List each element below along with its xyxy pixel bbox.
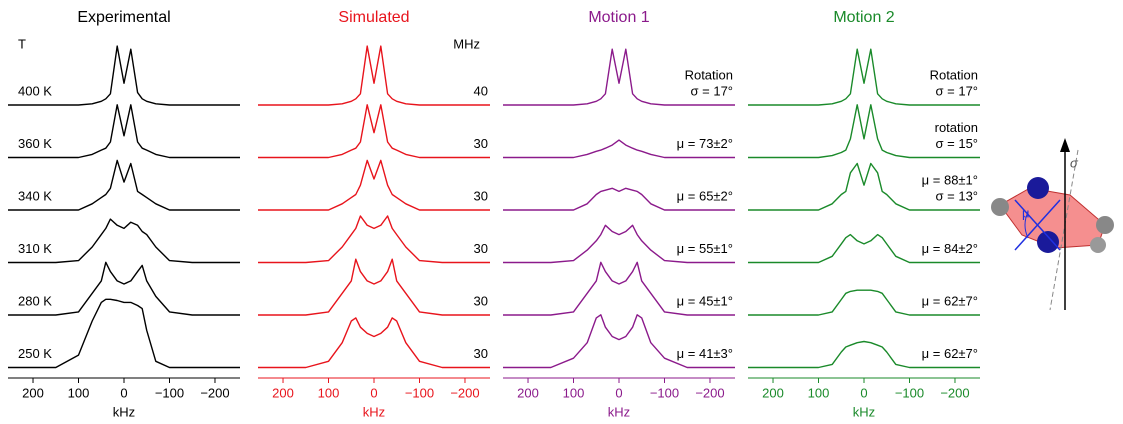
- fit-label: μ = 65±2°: [677, 188, 733, 203]
- x-tick-label: 100: [318, 385, 340, 400]
- x-axis-label: kHz: [113, 404, 135, 419]
- frequency-label: 30: [474, 346, 488, 361]
- x-axis-label: kHz: [608, 404, 630, 419]
- x-tick-label: −100: [895, 385, 924, 400]
- frequency-label: 30: [474, 136, 488, 151]
- row-label: 340 K: [18, 188, 52, 203]
- x-tick-label: 200: [272, 385, 294, 400]
- fit-label: Rotation: [685, 67, 733, 82]
- atom: [1037, 231, 1059, 253]
- angle-label: μ: [1022, 205, 1030, 220]
- row-label: 360 K: [18, 136, 52, 151]
- fit-label: μ = 45±1°: [677, 293, 733, 308]
- fit-label: Rotation: [930, 67, 978, 82]
- atom: [1090, 237, 1106, 253]
- x-tick-label: −200: [695, 385, 724, 400]
- fit-label: σ = 17°: [936, 83, 979, 98]
- tilt-label: σ: [1070, 155, 1079, 170]
- frequency-label: 40: [474, 83, 488, 98]
- spectrum: [258, 160, 490, 210]
- row-label: 310 K: [18, 241, 52, 256]
- spectrum: [258, 216, 490, 263]
- row-label: 400 K: [18, 83, 52, 98]
- row-label: 280 K: [18, 293, 52, 308]
- x-tick-label: 100: [68, 385, 90, 400]
- x-axis-label: kHz: [853, 404, 875, 419]
- fit-label: μ = 73±2°: [677, 136, 733, 151]
- spectrum: [258, 105, 490, 158]
- x-tick-label: −100: [650, 385, 679, 400]
- figure: μ σ Experimental T 200 100 0 −100 −200 kHz 400 K…: [0, 0, 1123, 424]
- x-tick-label: 100: [563, 385, 585, 400]
- x-tick-label: −200: [450, 385, 479, 400]
- frequency-label: 30: [474, 241, 488, 256]
- x-tick-label: −100: [405, 385, 434, 400]
- panel-title: Motion 2: [833, 9, 894, 26]
- frequency-label: 30: [474, 293, 488, 308]
- x-tick-label: −200: [940, 385, 969, 400]
- molecule-diagram: μ σ: [991, 138, 1114, 310]
- row-label: 250 K: [18, 346, 52, 361]
- x-tick-label: 0: [860, 385, 867, 400]
- row-header: T: [18, 36, 26, 51]
- fit-label: μ = 41±3°: [677, 346, 733, 361]
- panel-title: Experimental: [77, 9, 170, 26]
- spectrum: [258, 259, 490, 315]
- x-tick-label: 200: [762, 385, 784, 400]
- spectrum: [258, 318, 490, 368]
- atom: [991, 198, 1009, 216]
- x-tick-label: −200: [200, 385, 229, 400]
- fit-label: μ = 88±1°: [922, 172, 978, 187]
- fit-label: σ = 17°: [691, 83, 734, 98]
- atom: [1027, 177, 1049, 199]
- x-tick-label: 0: [615, 385, 622, 400]
- arrow-head: [1060, 138, 1070, 152]
- fit-label: rotation: [935, 120, 978, 135]
- fit-label: μ = 55±1°: [677, 241, 733, 256]
- x-tick-label: −100: [155, 385, 184, 400]
- x-tick-label: 0: [370, 385, 377, 400]
- fit-label: μ = 84±2°: [922, 241, 978, 256]
- spectrum: [258, 46, 490, 105]
- x-axis-label: kHz: [363, 404, 385, 419]
- row-header: MHz: [453, 36, 480, 51]
- frequency-label: 30: [474, 188, 488, 203]
- x-tick-label: 100: [808, 385, 830, 400]
- fit-label: μ = 62±7°: [922, 293, 978, 308]
- x-tick-label: 0: [120, 385, 127, 400]
- fit-label: σ = 13°: [936, 188, 979, 203]
- x-tick-label: 200: [517, 385, 539, 400]
- fit-label: σ = 15°: [936, 136, 979, 151]
- panel-title: Motion 1: [588, 9, 649, 26]
- panel-title: Simulated: [338, 9, 409, 26]
- atom: [1096, 216, 1114, 234]
- fit-label: μ = 62±7°: [922, 346, 978, 361]
- x-tick-label: 200: [22, 385, 44, 400]
